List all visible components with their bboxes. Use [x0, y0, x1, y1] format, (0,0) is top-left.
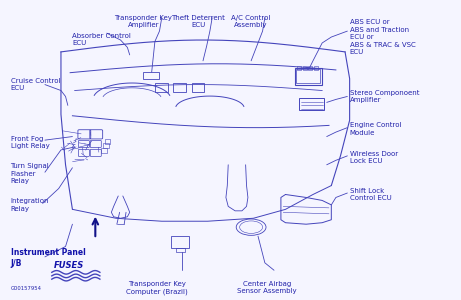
Bar [155, 83, 168, 92]
Bar [176, 248, 185, 252]
Bar [303, 66, 307, 70]
Text: Wireless Door
Lock ECU: Wireless Door Lock ECU [349, 151, 398, 164]
Bar [295, 68, 322, 85]
Text: FUSES: FUSES [54, 261, 84, 270]
Bar [105, 139, 111, 144]
Text: Integration
Relay: Integration Relay [11, 198, 49, 211]
Bar [101, 148, 107, 153]
Text: G00157954: G00157954 [11, 286, 41, 291]
Text: Center Airbag
Sensor Assembly: Center Airbag Sensor Assembly [237, 280, 297, 294]
Bar [143, 72, 160, 79]
Text: Engine Control
Module: Engine Control Module [349, 122, 401, 136]
Bar [103, 143, 109, 148]
Text: ABS ECU or
ABS and Traction
ECU or
ABS & TRAC & VSC
ECU: ABS ECU or ABS and Traction ECU or ABS &… [349, 19, 415, 55]
Text: Theft Deterrent
ECU: Theft Deterrent ECU [171, 15, 225, 28]
Bar [192, 83, 204, 92]
Bar [296, 69, 320, 83]
Text: Absorber Control
ECU: Absorber Control ECU [72, 33, 131, 46]
Bar [171, 236, 189, 248]
Text: Turn Signal
Flasher
Relay: Turn Signal Flasher Relay [11, 163, 49, 184]
Text: Cruise Control
ECU: Cruise Control ECU [11, 78, 60, 91]
Bar [299, 98, 325, 110]
Text: Instrument Panel
J/B: Instrument Panel J/B [11, 248, 85, 268]
Bar [314, 66, 318, 70]
Text: A/C Control
Assembly: A/C Control Assembly [231, 15, 271, 28]
Text: Stereo Componoent
Amplifier: Stereo Componoent Amplifier [349, 90, 419, 103]
Text: Front Fog
Light Relay: Front Fog Light Relay [11, 136, 49, 149]
Text: Transponder Key
Amplifier: Transponder Key Amplifier [114, 15, 172, 28]
Bar [308, 66, 312, 70]
Bar [297, 66, 301, 70]
Bar [173, 83, 186, 92]
Text: Shift Lock
Control ECU: Shift Lock Control ECU [349, 188, 391, 201]
Text: Transponder Key
Computer (Brazil): Transponder Key Computer (Brazil) [126, 280, 188, 295]
